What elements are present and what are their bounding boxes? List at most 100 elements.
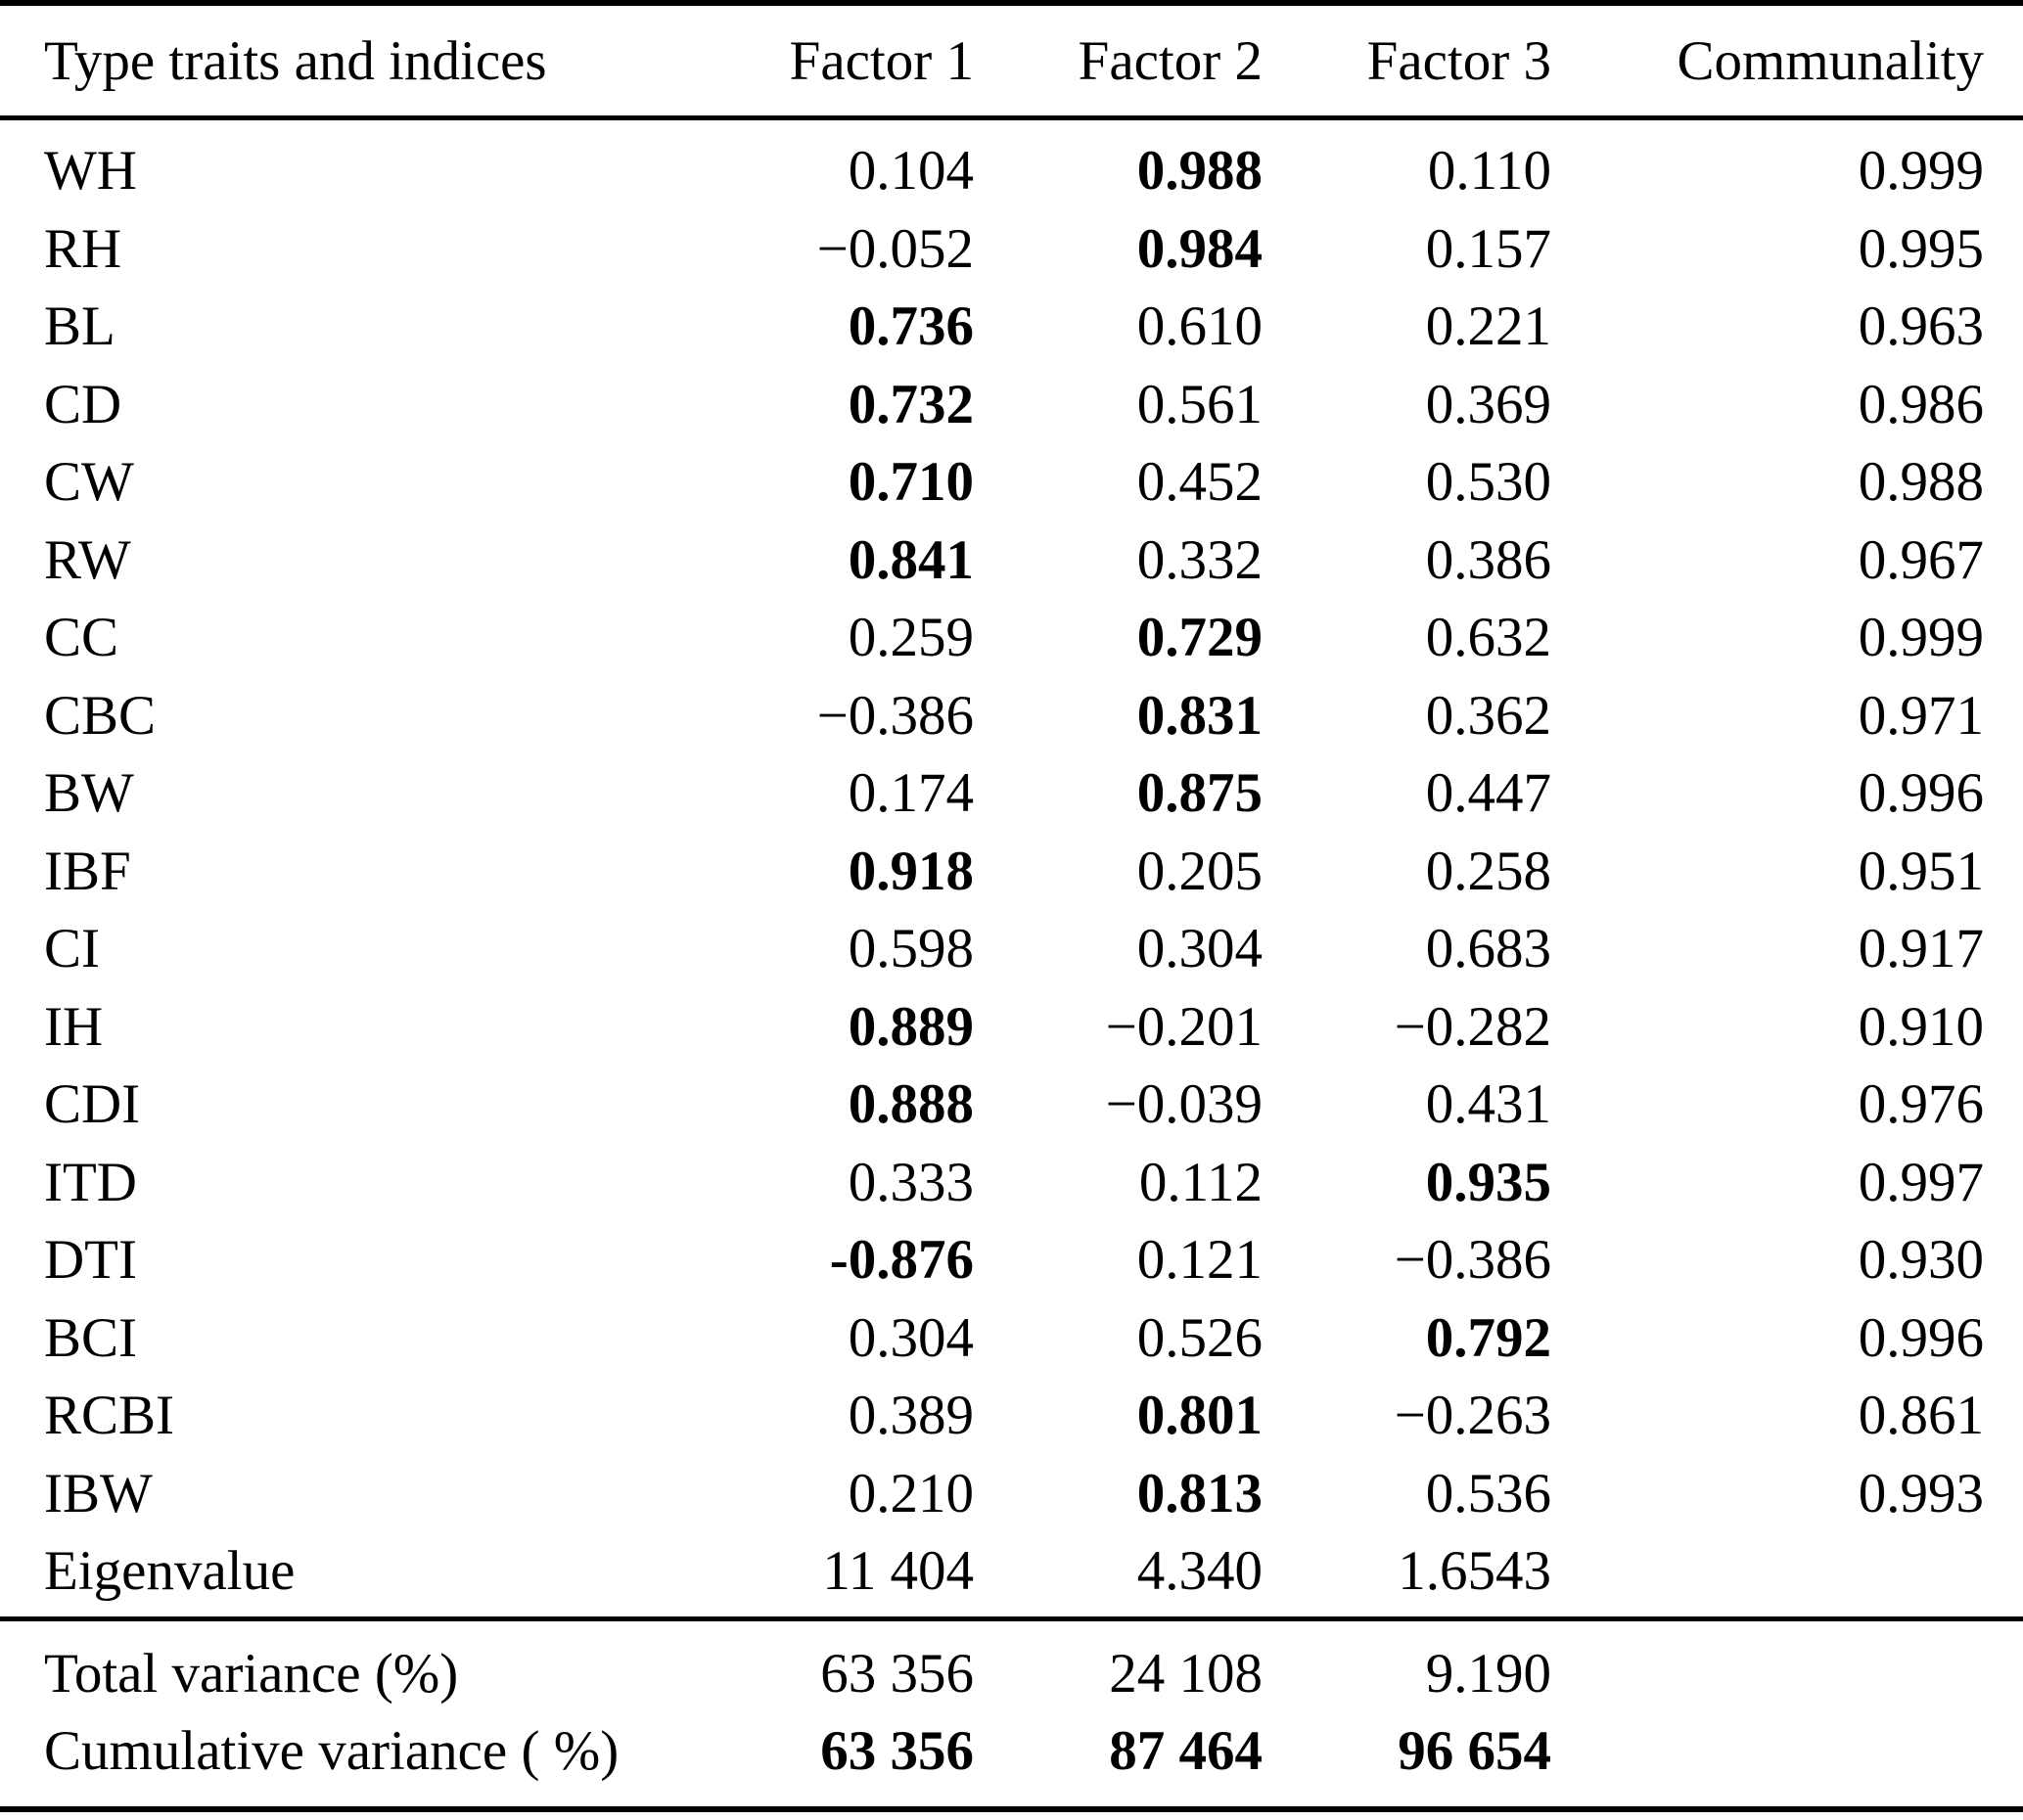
- row-label: IBW: [44, 1462, 153, 1524]
- variance-row: Total variance (%) 63 356 24 108 9.190: [0, 1635, 1984, 1713]
- col-header-communality: Communality: [1677, 30, 1985, 92]
- table-row: Eigenvalue 11 404 4.340 1.6543: [0, 1532, 1984, 1611]
- value-cell: [1551, 1532, 1984, 1611]
- value-cell: 0.362: [1425, 684, 1551, 747]
- value-cell: 11 404: [822, 1540, 974, 1603]
- value-cell: 0.996: [1858, 762, 1984, 825]
- row-label: BL: [44, 296, 115, 358]
- value-cell: 63 356: [820, 1642, 974, 1705]
- value-cell: 0.710: [848, 451, 974, 514]
- table-row: BCI 0.304 0.526 0.792 0.996: [0, 1299, 1984, 1378]
- value-cell: 0.813: [1136, 1462, 1263, 1524]
- row-label: Cumulative variance ( %): [44, 1720, 620, 1783]
- value-cell: 0.447: [1425, 762, 1551, 825]
- value-cell: 0.205: [1136, 840, 1263, 902]
- value-cell: −0.039: [1105, 1073, 1263, 1136]
- table-row: BL 0.736 0.610 0.221 0.963: [0, 288, 1984, 366]
- value-cell: −0.263: [1394, 1385, 1551, 1447]
- value-cell: 0.389: [848, 1385, 974, 1447]
- value-cell: 0.332: [1136, 528, 1263, 591]
- value-cell: 0.888: [848, 1073, 974, 1136]
- value-cell: −0.386: [816, 684, 974, 747]
- table-row: CC 0.259 0.729 0.632 0.999: [0, 599, 1984, 677]
- row-label: CW: [44, 451, 134, 514]
- table-row: ITD 0.333 0.112 0.935 0.997: [0, 1144, 1984, 1222]
- table-row: CW 0.710 0.452 0.530 0.988: [0, 443, 1984, 522]
- row-label: IBF: [44, 840, 131, 902]
- table-row: RCBI 0.389 0.801 −0.263 0.861: [0, 1377, 1984, 1455]
- section-spacer: [0, 1611, 1984, 1635]
- value-cell: 4.340: [1136, 1540, 1263, 1603]
- value-cell: 0.157: [1425, 217, 1551, 280]
- row-label: Total variance (%): [44, 1642, 459, 1705]
- table-row: CD 0.732 0.561 0.369 0.986: [0, 366, 1984, 444]
- value-cell: −0.052: [816, 217, 974, 280]
- row-label: CD: [44, 373, 122, 435]
- value-cell: [1551, 1635, 1984, 1713]
- value-cell: 0.683: [1425, 918, 1551, 980]
- table-bottom-rule: [0, 1806, 2023, 1812]
- table-row: CDI 0.888 −0.039 0.431 0.976: [0, 1066, 1984, 1144]
- table-header-rule: [0, 115, 2023, 120]
- table-row: CBC −0.386 0.831 0.362 0.971: [0, 677, 1984, 755]
- value-cell: 0.997: [1858, 1151, 1984, 1213]
- value-cell: 0.999: [1858, 607, 1984, 669]
- value-cell: 0.930: [1858, 1229, 1984, 1292]
- value-cell: 0.984: [1136, 217, 1263, 280]
- value-cell: 0.598: [848, 918, 974, 980]
- table-row: RW 0.841 0.332 0.386 0.967: [0, 522, 1984, 600]
- value-cell: 9.190: [1425, 1642, 1551, 1705]
- table-row: DTI -0.876 0.121 −0.386 0.930: [0, 1221, 1984, 1299]
- value-cell: 0.561: [1136, 373, 1263, 435]
- value-cell: 0.995: [1858, 217, 1984, 280]
- table-row: BW 0.174 0.875 0.447 0.996: [0, 754, 1984, 833]
- value-cell: 0.841: [848, 528, 974, 591]
- value-cell: 0.210: [848, 1462, 974, 1524]
- value-cell: 0.963: [1858, 296, 1984, 358]
- table-row: IBW 0.210 0.813 0.536 0.993: [0, 1455, 1984, 1533]
- table-row: WH 0.104 0.988 0.110 0.999: [0, 132, 1984, 210]
- value-cell: 0.221: [1425, 296, 1551, 358]
- table-row: RH −0.052 0.984 0.157 0.995: [0, 210, 1984, 289]
- table-body: WH 0.104 0.988 0.110 0.999 RH −0.052 0.984 0.157…: [0, 132, 1984, 1791]
- value-cell: 0.988: [1136, 140, 1263, 203]
- value-cell: 0.951: [1858, 840, 1984, 902]
- value-cell: 0.988: [1858, 451, 1984, 514]
- value-cell: 1.6543: [1398, 1540, 1551, 1603]
- row-label: CBC: [44, 684, 157, 747]
- table-top-rule: [0, 0, 2023, 6]
- factor-analysis-table: Type traits and indices Factor 1 Factor …: [0, 0, 1984, 1791]
- value-cell: 0.121: [1136, 1229, 1263, 1292]
- value-cell: 0.889: [848, 995, 974, 1058]
- value-cell: 0.110: [1427, 140, 1551, 203]
- table-row: CI 0.598 0.304 0.683 0.917: [0, 910, 1984, 988]
- value-cell: -0.876: [829, 1229, 974, 1292]
- value-cell: 0.976: [1858, 1073, 1984, 1136]
- value-cell: 0.861: [1858, 1385, 1984, 1447]
- row-label: Eigenvalue: [44, 1540, 296, 1603]
- row-label: RH: [44, 217, 122, 280]
- table-row: IBF 0.918 0.205 0.258 0.951: [0, 833, 1984, 911]
- value-cell: 0.530: [1425, 451, 1551, 514]
- value-cell: 0.910: [1858, 995, 1984, 1058]
- value-cell: 0.333: [848, 1151, 974, 1213]
- value-cell: 0.917: [1858, 918, 1984, 980]
- value-cell: −0.201: [1105, 995, 1263, 1058]
- value-cell: 0.935: [1425, 1151, 1551, 1213]
- header-row: Type traits and indices Factor 1 Factor …: [0, 0, 1984, 132]
- value-cell: 24 108: [1109, 1642, 1263, 1705]
- value-cell: 0.732: [848, 373, 974, 435]
- value-cell: 0.918: [848, 840, 974, 902]
- table-row: IH 0.889 −0.201 −0.282 0.910: [0, 988, 1984, 1067]
- row-label: BW: [44, 762, 134, 825]
- value-cell: 0.999: [1858, 140, 1984, 203]
- value-cell: [1551, 1712, 1984, 1791]
- value-cell: 0.104: [848, 140, 974, 203]
- variance-row: Cumulative variance ( %) 63 356 87 464 96 6…: [0, 1712, 1984, 1791]
- value-cell: 0.259: [848, 607, 974, 669]
- value-cell: 0.801: [1136, 1385, 1263, 1447]
- value-cell: 0.369: [1425, 373, 1551, 435]
- value-cell: 0.996: [1858, 1306, 1984, 1369]
- value-cell: 0.431: [1425, 1073, 1551, 1136]
- row-label: IH: [44, 995, 104, 1058]
